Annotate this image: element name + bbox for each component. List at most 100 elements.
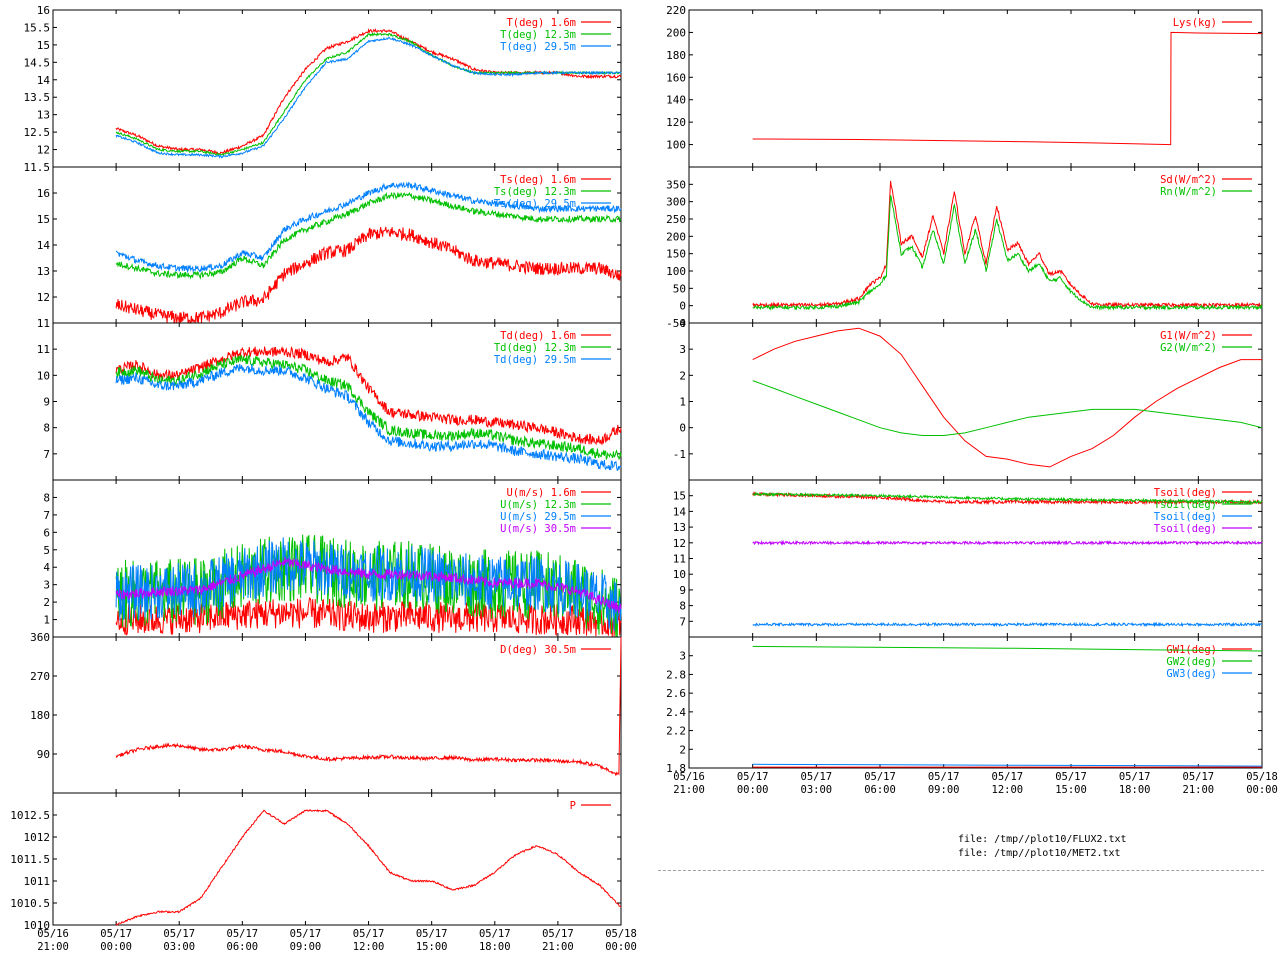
- y-tick-label: 16: [37, 4, 50, 17]
- y-tick-label: 11: [673, 553, 686, 566]
- legend-label: Sd(W/m^2): [1160, 174, 1217, 186]
- y-tick-label: 15: [673, 490, 686, 503]
- y-tick-label: 2: [679, 743, 686, 756]
- y-tick-label: 13: [37, 109, 50, 122]
- x-tick-label: 05/17: [928, 771, 960, 783]
- legend-label: G2(W/m^2): [1160, 342, 1217, 354]
- plot-frame: [52, 636, 622, 794]
- y-tick-label: 1: [43, 614, 50, 627]
- legend-label: Ts(deg) 1.6m: [500, 174, 576, 186]
- legend-label: Ts(deg) 12.3m: [494, 186, 576, 198]
- series-line-u-3: [115, 557, 622, 614]
- y-tick-label: 10: [37, 369, 50, 382]
- file-line-met: file: /tmp//plot10/MET2.txt: [958, 848, 1121, 859]
- y-tick-label: 2.2: [666, 725, 686, 738]
- y-tick-label: 2: [43, 596, 50, 609]
- y-tick-label: 15: [37, 213, 50, 226]
- y-tick-label: 100: [666, 139, 686, 152]
- series-line-td-2: [115, 363, 622, 471]
- legend-label: U(m/s) 29.5m: [500, 511, 576, 523]
- plot-frame: [52, 792, 622, 926]
- series-line-sd-0: [752, 180, 1263, 309]
- y-tick-label: 7: [43, 509, 50, 522]
- y-tick-label: 1012.5: [10, 809, 50, 822]
- x-axis-labels-right: 05/1621:0005/1700:0005/1703:0005/1706:00…: [673, 771, 1278, 796]
- x-tick-label: 00:00: [605, 941, 637, 953]
- series-line-ts-1: [115, 191, 622, 280]
- x-tick-label: 21:00: [673, 784, 705, 796]
- x-tick-label: 05/17: [290, 928, 322, 940]
- plot-u: 1 2 3 4 5 6 7 8 U(m/s) 1.6mU(m/s) 12.3mU(m/s) 29…: [43, 479, 622, 638]
- legend-label: Td(deg) 1.6m: [500, 330, 576, 342]
- legend-label: T(deg) 12.3m: [500, 29, 576, 41]
- legend-label: GW3(deg): [1166, 668, 1217, 680]
- y-tick-label: 11.5: [24, 161, 51, 174]
- series-line-tsoil-3: [752, 539, 1263, 546]
- series-line-g-0: [752, 327, 1262, 468]
- y-tick-label: 360: [30, 631, 50, 644]
- x-tick-label: 05/16: [37, 928, 69, 940]
- x-tick-label: 00:00: [1246, 784, 1278, 796]
- x-tick-label: 05/17: [100, 928, 132, 940]
- x-axis-labels-left: 05/1621:0005/1700:0005/1703:0005/1706:00…: [37, 928, 637, 953]
- file-info: file: /tmp//plot10/FLUX2.txt file: /tmp/…: [958, 833, 1127, 861]
- legend-label: U(m/s) 30.5m: [500, 523, 576, 535]
- y-tick-label: 16: [37, 187, 50, 200]
- x-tick-label: 05/17: [992, 771, 1024, 783]
- y-tick-label: 90: [37, 748, 50, 761]
- y-tick-label: 3: [43, 579, 50, 592]
- y-tick-label: 1011: [24, 875, 51, 888]
- series-line-u-0: [115, 597, 622, 638]
- y-tick-label: 0: [679, 300, 686, 313]
- x-tick-label: 05/17: [1183, 771, 1215, 783]
- legend-label: D(deg) 30.5m: [500, 644, 576, 656]
- plot-frame: [688, 9, 1263, 168]
- x-tick-label: 05/16: [673, 771, 705, 783]
- x-tick-label: 05/18: [605, 928, 637, 940]
- y-tick-label: 1011.5: [10, 853, 50, 866]
- y-tick-label: 1: [679, 396, 686, 409]
- y-tick-label: 140: [666, 94, 686, 107]
- file-line-flux: file: /tmp//plot10/FLUX2.txt: [958, 834, 1127, 845]
- legend-label: G1(W/m^2): [1160, 330, 1217, 342]
- y-tick-label: 1010.5: [10, 897, 50, 910]
- legend-label: T(deg) 29.5m: [500, 41, 576, 53]
- legend-label: Tsoil(deg): [1154, 511, 1217, 523]
- series-line-td-1: [115, 354, 622, 461]
- y-tick-label: 14: [37, 74, 51, 87]
- series-line-ts-0: [115, 226, 622, 324]
- x-tick-label: 09:00: [928, 784, 960, 796]
- x-tick-label: 05/17: [353, 928, 385, 940]
- x-tick-label: 12:00: [353, 941, 385, 953]
- y-tick-label: 10: [673, 568, 686, 581]
- series-line-p-0: [115, 808, 622, 926]
- legend-label: U(m/s) 12.3m: [500, 499, 576, 511]
- x-tick-label: 05/17: [542, 928, 574, 940]
- x-tick-label: 05/17: [163, 928, 195, 940]
- y-tick-label: 2.6: [666, 687, 686, 700]
- plot-p: 1010 1010.5 1011 1011.5 1012 1012.5 P: [10, 792, 622, 932]
- legend-label: T(deg) 1.6m: [506, 17, 576, 29]
- y-tick-label: 5: [43, 544, 50, 557]
- y-tick-label: 12: [673, 537, 686, 550]
- x-tick-label: 05/17: [227, 928, 259, 940]
- series-line-td-0: [115, 345, 622, 446]
- series-line-sd-1: [752, 195, 1263, 311]
- series-line-tsoil-2: [752, 621, 1263, 628]
- y-tick-label: 8: [679, 600, 686, 613]
- y-tick-label: 14.5: [24, 56, 51, 69]
- y-tick-label: 150: [666, 248, 686, 261]
- x-tick-label: 18:00: [479, 941, 511, 953]
- plot-g: -1 0 1 2 3 4 G1(W/m^2)G2(W/m^2): [673, 317, 1263, 481]
- y-tick-label: 4: [43, 561, 50, 574]
- x-tick-label: 15:00: [1055, 784, 1087, 796]
- legend-label: Tsoil(deg): [1154, 487, 1217, 499]
- y-tick-label: 9: [679, 584, 686, 597]
- x-tick-label: 06:00: [864, 784, 896, 796]
- separator-line: [658, 870, 1264, 871]
- series-line-ts-2: [115, 181, 622, 274]
- y-tick-label: 12: [37, 291, 50, 304]
- y-tick-label: 250: [666, 213, 686, 226]
- x-tick-label: 05/18: [1246, 771, 1278, 783]
